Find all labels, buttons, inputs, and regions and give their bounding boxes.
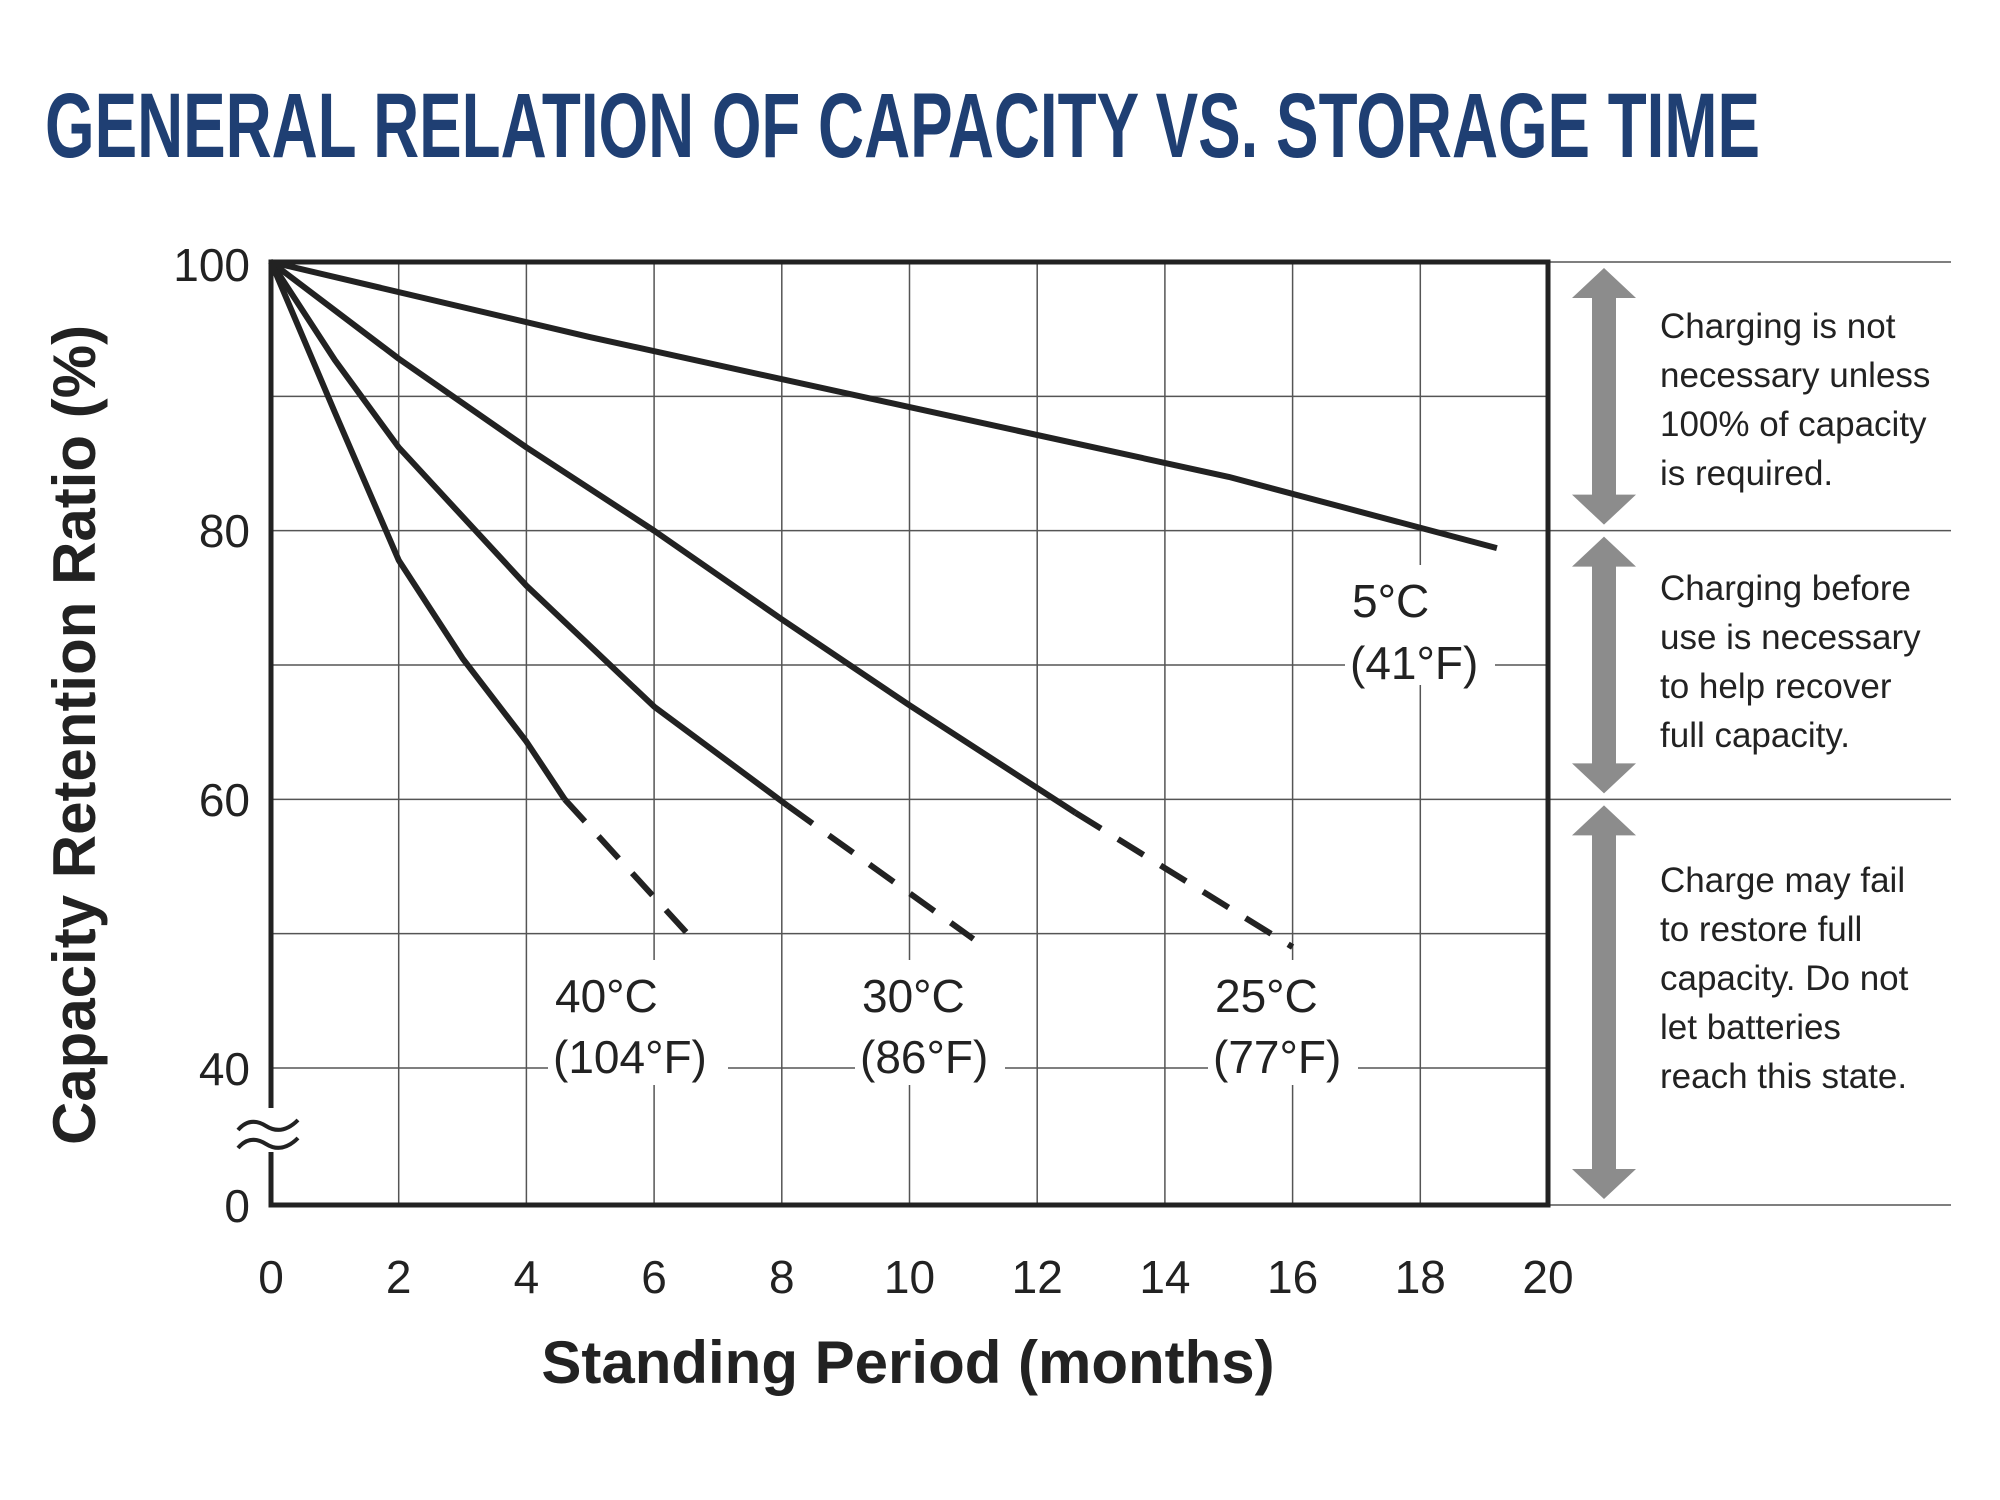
zone-note-line: capacity. Do not bbox=[1660, 959, 1909, 998]
zone-note-3: Charge may fail to restore full capacity… bbox=[1660, 861, 1909, 1096]
x-tick-labels: 0 2 4 6 8 10 12 14 16 18 20 bbox=[258, 1251, 1573, 1303]
zone-note-line: Charge may fail bbox=[1660, 861, 1905, 900]
y-axis-label: Capacity Retention Ratio (%) bbox=[41, 325, 108, 1145]
grid bbox=[271, 261, 1951, 1206]
y-tick-label: 60 bbox=[199, 774, 250, 826]
y-tick-label: 100 bbox=[173, 239, 250, 291]
x-tick-label: 14 bbox=[1139, 1251, 1190, 1303]
y-tick-labels: 100 80 60 40 0 bbox=[173, 239, 250, 1232]
x-tick-label: 8 bbox=[769, 1251, 795, 1303]
curve-label-104f: (104°F) bbox=[553, 1031, 707, 1083]
curve-label-5c: 5°C bbox=[1352, 575, 1429, 627]
double-arrow-icon bbox=[1572, 536, 1636, 794]
curve-label-77f: (77°F) bbox=[1213, 1031, 1341, 1083]
curve-dashed-30°C bbox=[786, 803, 976, 942]
curve-label-30c: 30°C bbox=[862, 970, 965, 1022]
x-tick-label: 20 bbox=[1522, 1251, 1573, 1303]
curve-dashed-25°C bbox=[1073, 810, 1295, 950]
x-axis-label: Standing Period (months) bbox=[541, 1329, 1274, 1396]
axis-break-icon bbox=[236, 1108, 300, 1152]
x-tick-label: 16 bbox=[1267, 1251, 1318, 1303]
zone-note-line: to help recover bbox=[1660, 667, 1892, 706]
curve-label-41f: (41°F) bbox=[1350, 637, 1478, 689]
zone-note-line: 100% of capacity bbox=[1660, 405, 1927, 444]
zone-note-line: Charging before bbox=[1660, 569, 1911, 608]
y-tick-label: 40 bbox=[199, 1043, 250, 1095]
plot-frame bbox=[268, 259, 1551, 1208]
curve-dashed-40°C bbox=[562, 797, 695, 942]
x-tick-label: 4 bbox=[514, 1251, 540, 1303]
curve-solid-25°C bbox=[269, 259, 1078, 816]
curve-label-86f: (86°F) bbox=[860, 1031, 988, 1083]
zone-note-line: full capacity. bbox=[1660, 716, 1850, 755]
zone-arrows bbox=[1572, 268, 1636, 1199]
double-arrow-icon bbox=[1572, 805, 1636, 1199]
curve-solid-5°C bbox=[270, 259, 1498, 551]
zone-note-line: to restore full bbox=[1660, 910, 1862, 949]
zone-note-line: is required. bbox=[1660, 454, 1833, 493]
curve-solid-40°C bbox=[268, 260, 568, 801]
zone-note-line: Charging is not bbox=[1660, 307, 1896, 346]
zone-note-2: Charging before use is necessary to help… bbox=[1660, 569, 1921, 755]
curve-solid-30°C bbox=[268, 260, 790, 809]
double-arrow-icon bbox=[1572, 268, 1636, 525]
x-tick-label: 2 bbox=[386, 1251, 412, 1303]
chart-title: GENERAL RELATION OF CAPACITY VS. STORAGE… bbox=[45, 75, 1760, 177]
curve-label-25c: 25°C bbox=[1215, 970, 1318, 1022]
x-tick-label: 10 bbox=[884, 1251, 935, 1303]
label-backgrounds bbox=[548, 565, 1495, 1085]
curve-label-40c: 40°C bbox=[555, 970, 658, 1022]
curves bbox=[268, 259, 1498, 950]
x-tick-label: 6 bbox=[641, 1251, 667, 1303]
zone-note-line: necessary unless bbox=[1660, 356, 1930, 395]
zone-note-line: use is necessary bbox=[1660, 618, 1921, 657]
zone-note-line: reach this state. bbox=[1660, 1057, 1907, 1096]
zone-note-line: let batteries bbox=[1660, 1008, 1841, 1047]
x-tick-label: 12 bbox=[1012, 1251, 1063, 1303]
y-tick-label: 80 bbox=[199, 505, 250, 557]
x-tick-label: 0 bbox=[258, 1251, 284, 1303]
zone-note-1: Charging is not necessary unless 100% of… bbox=[1660, 307, 1930, 493]
x-tick-label: 18 bbox=[1395, 1251, 1446, 1303]
y-tick-label: 0 bbox=[224, 1180, 250, 1232]
